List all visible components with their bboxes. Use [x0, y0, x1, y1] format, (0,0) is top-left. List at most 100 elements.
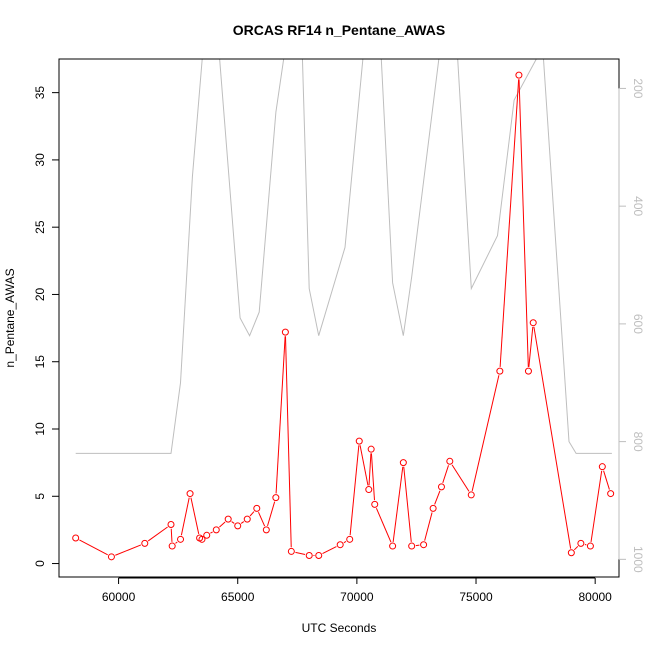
series-segment — [180, 497, 190, 536]
data-point — [72, 534, 80, 542]
series-segment — [115, 544, 142, 556]
x-axis-label: UTC Seconds — [302, 621, 377, 635]
series-segment — [240, 521, 245, 524]
data-point — [212, 526, 220, 534]
data-point — [287, 547, 295, 555]
y-tick-label: 30 — [33, 153, 47, 167]
x-tick-label: 75000 — [459, 590, 493, 604]
data-point — [168, 542, 176, 550]
y-tick-label: 5 — [33, 493, 47, 500]
data-point — [437, 483, 445, 491]
data-point — [262, 526, 270, 534]
data-point — [529, 319, 537, 327]
y-axis: 0 5 10 15 20 25 30 35 — [33, 86, 60, 567]
data-point — [467, 491, 475, 499]
data-point — [399, 459, 407, 467]
y2-axis: 200 400 600 800 1000 — [618, 78, 645, 573]
data-point — [577, 539, 585, 547]
y2-tick-label: 400 — [631, 196, 645, 216]
data-point — [367, 445, 375, 453]
series-segment — [451, 464, 470, 492]
data-point — [177, 535, 185, 543]
y2-tick-label: 1000 — [631, 546, 645, 573]
data-point — [234, 522, 242, 530]
series-segment — [518, 79, 529, 367]
series-segment — [284, 336, 292, 548]
series-segment — [79, 539, 108, 556]
series-segment — [392, 466, 404, 542]
data-point — [420, 541, 428, 549]
data-point — [224, 515, 232, 523]
data-point — [186, 490, 194, 498]
data-point — [315, 551, 323, 559]
series-segment — [370, 453, 375, 501]
y-tick-label: 0 — [33, 560, 47, 567]
y2-tick-label: 600 — [631, 314, 645, 334]
data-point — [365, 486, 373, 494]
y-tick-label: 10 — [33, 422, 47, 436]
series-segment — [175, 541, 178, 544]
series-segment — [424, 512, 433, 541]
data-point — [446, 457, 454, 465]
y-tick-label: 20 — [33, 287, 47, 301]
data-point — [607, 490, 615, 498]
series-segment — [573, 545, 579, 551]
y-tick-label: 35 — [33, 86, 47, 100]
data-point — [253, 504, 261, 512]
x-axis: 60000 65000 70000 75000 80000 — [102, 577, 612, 604]
series-segment — [231, 521, 235, 524]
series-segment — [258, 512, 266, 527]
data-point — [408, 542, 416, 550]
series-segment — [471, 375, 500, 491]
y-tick-label: 25 — [33, 220, 47, 234]
data-point — [107, 553, 115, 561]
series-segment — [219, 521, 226, 528]
x-tick-label: 65000 — [221, 590, 255, 604]
data-point — [198, 535, 206, 543]
data-point — [586, 542, 594, 550]
series-segment — [170, 528, 173, 542]
data-point — [305, 551, 313, 559]
series-segment — [249, 511, 255, 517]
series-segment — [190, 497, 200, 534]
y2-tick-label: 200 — [631, 78, 645, 98]
data-point — [429, 504, 437, 512]
data-point — [524, 367, 532, 375]
series-segment — [434, 490, 441, 505]
data-point — [346, 535, 354, 543]
x-tick-label: 60000 — [102, 590, 136, 604]
data-point — [355, 437, 363, 445]
series-segment — [295, 551, 306, 556]
series-segment — [528, 326, 534, 368]
data-point — [167, 521, 175, 529]
data-point — [515, 71, 523, 79]
series-segment — [590, 470, 603, 542]
series-segment — [499, 79, 520, 367]
series-segment — [210, 531, 213, 534]
series-segment — [359, 445, 369, 486]
plot-frame — [58, 58, 620, 578]
x-tick-label: 80000 — [578, 590, 612, 604]
data-point — [598, 463, 606, 471]
chart-title: ORCAS RF14 n_Pentane_AWAS — [233, 22, 445, 38]
data-point — [567, 549, 575, 557]
data-point — [243, 515, 251, 523]
series-line-secondary — [75, 59, 612, 454]
data-point — [203, 531, 211, 539]
y-tick-label: 15 — [33, 355, 47, 369]
series-segment — [322, 546, 337, 555]
data-point — [141, 539, 149, 547]
series-segment — [375, 508, 392, 543]
series-segment — [603, 470, 610, 490]
series-segment — [349, 445, 360, 536]
y-axis-label: n_Pentane_AWAS — [3, 268, 17, 367]
data-point — [336, 541, 344, 549]
series-segment — [275, 336, 286, 494]
series-segment — [343, 540, 347, 544]
plot-area — [75, 59, 612, 556]
series-segment — [267, 501, 276, 527]
series-segment — [403, 466, 412, 542]
series-segment — [147, 526, 168, 542]
data-point — [496, 367, 504, 375]
